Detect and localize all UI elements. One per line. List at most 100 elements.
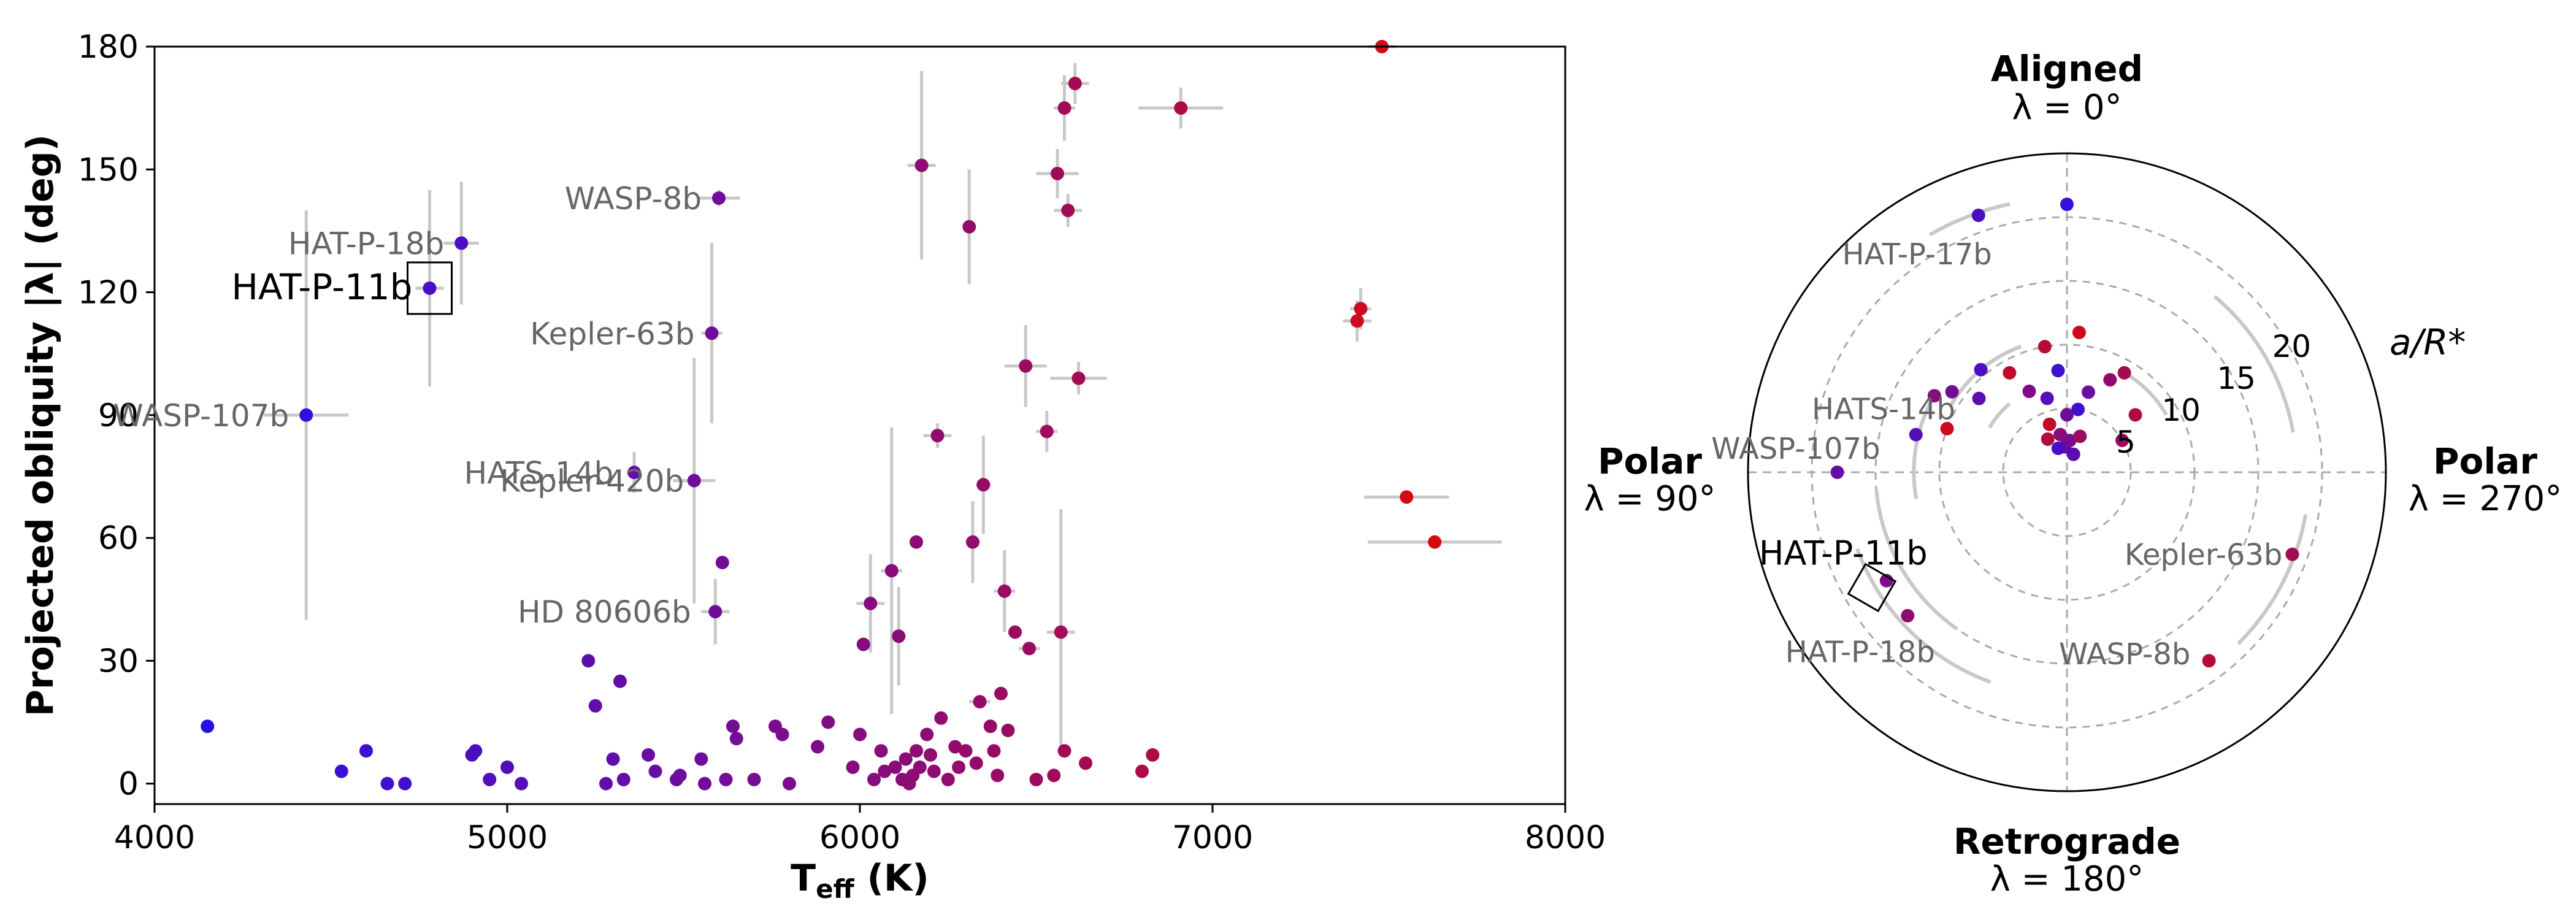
data-point [398, 776, 412, 791]
planet-label: HAT-P-11b [231, 266, 412, 308]
polar-point [2073, 429, 2087, 443]
radial-tick-label: 5 [2116, 424, 2136, 460]
polar-point [1971, 209, 1985, 223]
data-point [914, 158, 929, 172]
data-point [910, 535, 923, 549]
data-point [359, 744, 373, 758]
data-point [934, 711, 948, 725]
polar-arc [1874, 488, 1958, 631]
polar-planet-label: HAT-P-18b [1785, 635, 1935, 670]
data-point [899, 752, 913, 766]
polar-point [1909, 427, 1923, 442]
data-point [1057, 101, 1071, 115]
polar-point [2022, 385, 2036, 399]
data-point [1019, 359, 1033, 373]
planet-label: HATS-14b [464, 455, 614, 491]
polar-point [2051, 441, 2065, 455]
polar-point [1945, 385, 1959, 399]
y-tick-label: 150 [78, 151, 139, 188]
data-point [821, 715, 835, 729]
polar-point [1940, 421, 1954, 435]
planet-label: HD 80606b [518, 594, 691, 630]
data-point [616, 772, 631, 786]
data-point [334, 764, 348, 778]
polar-point [1972, 391, 1986, 405]
polar-outer-ring [1747, 152, 2387, 792]
planet-label: Kepler-63b [530, 316, 694, 351]
polar-point [2051, 364, 2065, 378]
radial-tick-label: 20 [2272, 329, 2311, 364]
polar-highlight-box [1847, 562, 1897, 613]
y-tick-label: 60 [98, 520, 139, 557]
data-point [874, 744, 888, 758]
data-point [1040, 424, 1054, 439]
data-point [962, 220, 976, 234]
data-point [1135, 764, 1149, 778]
data-point [673, 769, 687, 783]
radial-tick-label: 15 [2217, 361, 2256, 396]
planet-label: HAT-P-18b [288, 226, 444, 261]
polar-point [2060, 408, 2074, 422]
data-point [867, 772, 881, 786]
polar-left-label: Polar [1598, 440, 1702, 482]
polar-point [2066, 447, 2080, 461]
data-point [648, 764, 662, 778]
data-point [987, 744, 1001, 758]
polar-point [2202, 654, 2216, 668]
data-point [1047, 769, 1061, 783]
data-point [423, 281, 437, 295]
data-point [201, 719, 215, 734]
data-point [888, 760, 902, 774]
radial-axis-label: a/R* [2390, 321, 2466, 363]
polar-point [1901, 608, 1915, 623]
data-point [1051, 166, 1064, 180]
data-point [1029, 772, 1043, 786]
data-point [994, 686, 1008, 700]
data-point [976, 478, 991, 492]
polar-planet-label: HATS-14b [1812, 393, 1955, 427]
polar-arc [1928, 202, 2011, 237]
planet-labels: HAT-P-11b HAT-P-18b WASP-107b WASP-8b Kepler… [113, 181, 702, 630]
data-point [599, 776, 613, 791]
data-point [783, 776, 796, 791]
data-point [1054, 625, 1068, 639]
polar-right-lambda: λ = 270° [2409, 479, 2563, 519]
data-point [878, 764, 892, 778]
polar-point [2053, 427, 2068, 442]
data-point [454, 236, 469, 250]
axis-ticks: 4000 5000 6000 7000 8000 0 30 60 90 120 150 180 [78, 29, 1606, 856]
polar-planet-labels: HAT-P-17b HATS-14b WASP-107b HAT-P-11b HAT-P… [1711, 237, 2282, 672]
data-point [1174, 101, 1188, 115]
data-point [913, 760, 927, 774]
data-point [627, 466, 641, 480]
polar-grid-ring [1938, 343, 2196, 601]
data-point [694, 752, 708, 766]
obliquity-vs-teff-scatter: 4000 5000 6000 7000 8000 0 30 60 90 120 150 180 HAT… [19, 29, 1606, 904]
polar-grid-ring [1874, 280, 2260, 665]
polar-arc [1988, 402, 2011, 429]
y-tick-label: 30 [98, 643, 139, 680]
data-point [959, 744, 973, 758]
data-point [991, 769, 1005, 783]
data-point [698, 776, 711, 791]
polar-arc [2237, 514, 2308, 645]
polar-point [2081, 385, 2095, 399]
polar-point [2003, 366, 2017, 380]
data-point [952, 760, 965, 774]
data-point [924, 748, 937, 762]
radial-tick-labels: 5 10 15 20 [2116, 329, 2311, 460]
data-point [299, 408, 313, 422]
data-point [1008, 625, 1022, 639]
data-point [853, 727, 867, 742]
polar-planet-label: Kepler-63b [2125, 538, 2282, 572]
data-point [1079, 756, 1092, 770]
data-point [719, 772, 733, 786]
highlight-box [407, 261, 453, 315]
data-point [856, 637, 870, 651]
x-tick-label: 5000 [467, 819, 548, 856]
polar-point [2072, 326, 2086, 340]
y-tick-label: 180 [78, 29, 139, 66]
data-point [581, 654, 596, 668]
y-axis-label: Projected obliquity |λ| (deg) [19, 134, 62, 716]
